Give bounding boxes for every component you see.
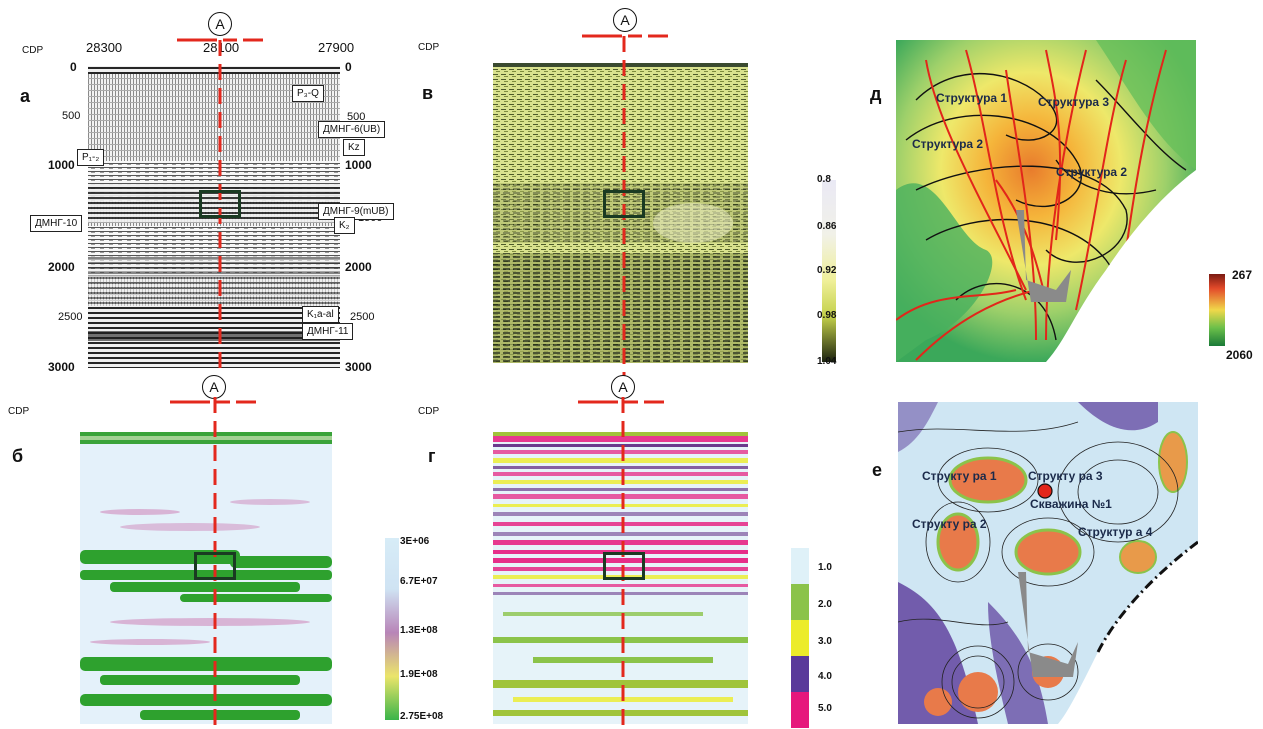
- panel-e: е С: [860, 380, 1263, 729]
- depth-left-1000: 1000: [48, 158, 75, 172]
- panel-g: A CDP г: [418, 375, 860, 729]
- horizon-dmng10: ДМНГ-10: [30, 215, 83, 232]
- colorbar-v-label-4: 1.04: [817, 356, 837, 367]
- depth-left-2000: 2000: [48, 260, 75, 274]
- colorbar-g-label-1: 2.0: [818, 599, 832, 610]
- depth-right-500: 500: [347, 111, 366, 123]
- panel-letter-v: в: [422, 83, 434, 103]
- x-tick-28300: 28300: [86, 40, 123, 55]
- depth-right-2000: 2000: [345, 260, 372, 274]
- colorbar-g-label-3: 4.0: [818, 671, 832, 682]
- horizon-p3q: P₃-Q: [292, 85, 324, 102]
- panel-letter-e: е: [872, 460, 883, 480]
- cdp-label-b: CDP: [8, 406, 30, 417]
- section-line-a: [218, 40, 222, 375]
- depth-right-0: 0: [345, 60, 352, 74]
- well-marker: [1037, 483, 1053, 499]
- cdp-label-g: CDP: [418, 406, 440, 417]
- panel-letter-g: г: [428, 446, 436, 466]
- structure-e-4: Структур а 4: [1078, 525, 1153, 539]
- x-tick-27900: 27900: [318, 40, 355, 55]
- target-box-b: [194, 552, 236, 580]
- colorbar-d: [1209, 274, 1225, 346]
- depth-right-3000: 3000: [345, 360, 372, 374]
- colorbar-d-label-bottom: 2060: [1226, 348, 1253, 362]
- section-line-b: [213, 397, 217, 729]
- colorbar-g-label-4: 5.0: [818, 703, 832, 714]
- target-box-a: [199, 190, 241, 218]
- panel-letter-d: д: [870, 84, 882, 104]
- horizon-dmng9: ДМНГ-9(mUB): [318, 203, 394, 220]
- colorbar-b-label-1: 6.7E+07: [400, 576, 438, 587]
- marker-v-dash: [582, 34, 668, 38]
- panel-d: д: [860, 0, 1263, 380]
- structure-e-3: Структу ра 3: [1028, 469, 1103, 483]
- marker-v-top: A: [613, 8, 637, 32]
- colorbar-v-label-0: 0.8: [817, 174, 831, 185]
- colorbar-g-label-2: 3.0: [818, 636, 832, 647]
- panel-b: A CDP б 3E+06 6.7E+07 1.3E+08 1.9E+08 2.…: [0, 375, 443, 729]
- colorbar-g-label-0: 1.0: [818, 562, 832, 573]
- structure-e-1: Структу ра 1: [922, 469, 997, 483]
- marker-b-top: A: [202, 375, 226, 399]
- colorbar-v-label-2: 0.92: [817, 265, 837, 276]
- horizon-k2: K₂: [334, 217, 355, 234]
- panel-v: A CDP в 0.8 0.86 0.92 0.98 1.04: [418, 0, 860, 380]
- depth-left-500: 500: [62, 110, 81, 122]
- target-box-v: [603, 190, 645, 218]
- structure-d-3: Структура 3: [1038, 95, 1109, 109]
- colorbar-b-label-3: 1.9E+08: [400, 669, 438, 680]
- depth-right-2500: 2500: [350, 311, 375, 323]
- structure-d-2b: Структура 2: [1056, 165, 1127, 179]
- marker-g-top: A: [611, 375, 635, 399]
- section-line-v: [622, 36, 626, 376]
- horizon-kz: Kz: [343, 139, 365, 156]
- marker-a-top: A: [208, 12, 232, 36]
- marker-g-dash: [578, 400, 664, 404]
- colorbar-v: [822, 180, 836, 362]
- cdp-label-a: CDP: [22, 45, 44, 56]
- colorbar-b-label-2: 1.3E+08: [400, 625, 438, 636]
- well-label: Скважина №1: [1030, 497, 1112, 511]
- marker-a-dash: [177, 38, 263, 42]
- structure-d-2a: Структура 2: [912, 137, 983, 151]
- depth-left-0: 0: [70, 60, 77, 74]
- horizon-dmng6: ДМНГ-6(UB): [318, 121, 386, 138]
- colorbar-v-label-1: 0.86: [817, 221, 837, 232]
- colorbar-b-label-4: 2.75E+08: [400, 711, 444, 722]
- depth-right-1000: 1000: [345, 158, 372, 172]
- depth-left-3000: 3000: [48, 360, 75, 374]
- colorbar-v-label-3: 0.98: [817, 310, 837, 321]
- section-line-g: [621, 397, 625, 729]
- cdp-label-v: CDP: [418, 42, 440, 53]
- colorbar-d-label-top: 267: [1232, 268, 1253, 282]
- horizon-dmng11: ДМНГ-11: [302, 323, 354, 340]
- colorbar-b-label-0: 3E+06: [400, 536, 430, 547]
- structure-map-d: Структура 1 Структура 3 Структура 2 Стру…: [896, 40, 1196, 362]
- target-box-g: [603, 552, 645, 580]
- structure-e-2: Структу ра 2: [912, 517, 987, 531]
- structure-d-1: Структура 1: [936, 91, 1007, 105]
- attribute-map-e: Структу ра 1 Структу ра 3 Структу ра 2 С…: [898, 402, 1198, 724]
- coherence-image-v: [493, 63, 748, 363]
- horizon-p12: P₁-₂: [77, 149, 105, 166]
- panel-letter-b: б: [12, 446, 24, 466]
- horizon-k1: K₁a-al: [302, 306, 339, 323]
- panel-letter-a: а: [20, 86, 31, 106]
- colorbar-b: [385, 538, 399, 720]
- marker-b-dash: [170, 400, 256, 404]
- panel-a: A CDP 28300 28100 27900 а 0 500 1000 200…: [0, 0, 400, 380]
- depth-left-2500: 2500: [58, 311, 83, 323]
- colorbar-g: [791, 548, 809, 728]
